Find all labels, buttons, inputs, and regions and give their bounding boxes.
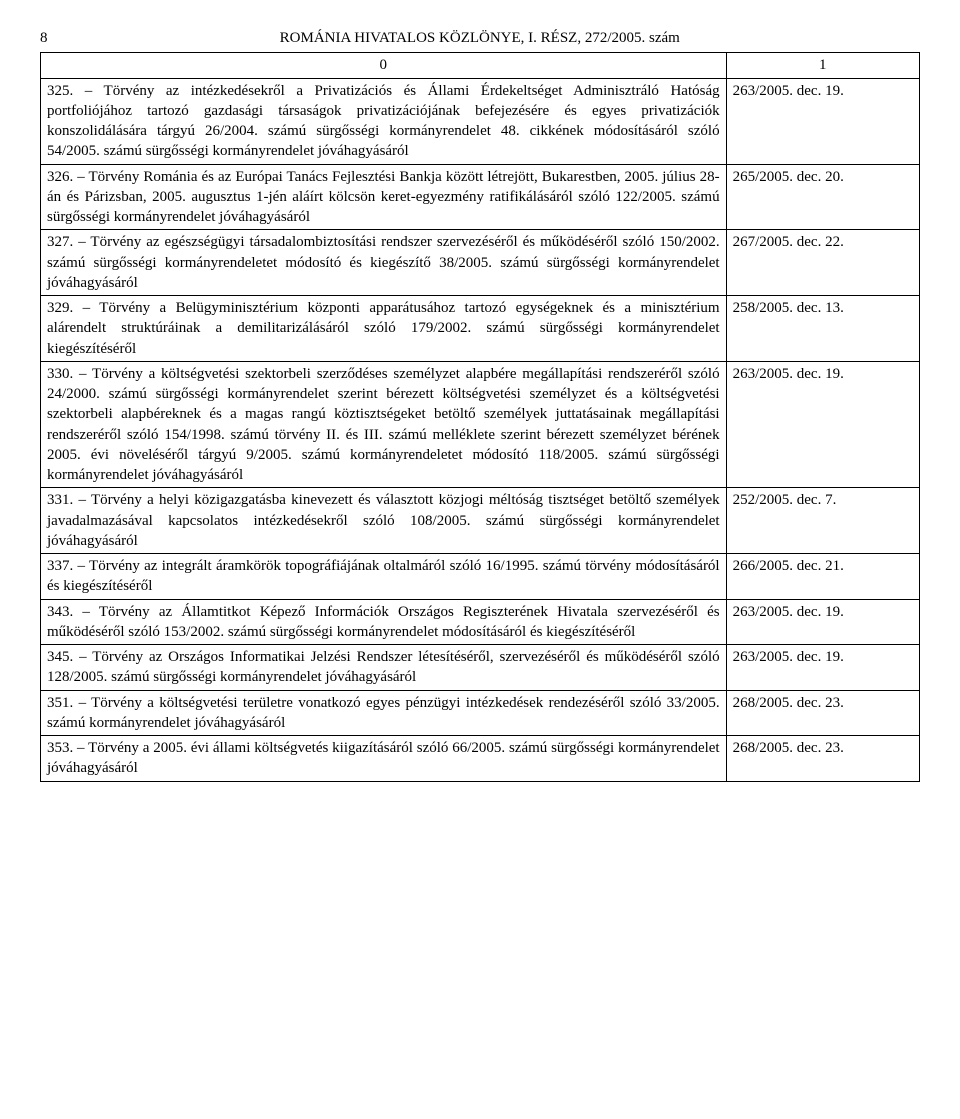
laws-table: 0 1 325. – Törvény az intézkedésekről a …	[40, 52, 920, 781]
law-reference: 258/2005. dec. 13.	[726, 296, 919, 362]
table-row: 330. – Törvény a költségvetési szektorbe…	[41, 361, 920, 488]
law-reference: 263/2005. dec. 19.	[726, 361, 919, 488]
law-reference: 263/2005. dec. 19.	[726, 645, 919, 691]
page-title: ROMÁNIA HIVATALOS KÖZLÖNYE, I. RÉSZ, 272…	[60, 28, 900, 48]
table-row: 351. – Törvény a költségvetési területre…	[41, 690, 920, 736]
table-row: 327. – Törvény az egészségügyi társadalo…	[41, 230, 920, 296]
table-row: 345. – Törvény az Országos Informatikai …	[41, 645, 920, 691]
col-header-0: 0	[41, 53, 727, 78]
page-header: 8 ROMÁNIA HIVATALOS KÖZLÖNYE, I. RÉSZ, 2…	[40, 28, 920, 48]
page-number: 8	[40, 28, 56, 48]
law-reference: 265/2005. dec. 20.	[726, 164, 919, 230]
law-description: 351. – Törvény a költségvetési területre…	[41, 690, 727, 736]
law-description: 337. – Törvény az integrált áramkörök to…	[41, 554, 727, 600]
table-row: 353. – Törvény a 2005. évi állami költsé…	[41, 736, 920, 782]
law-description: 343. – Törvény az Államtitkot Képező Inf…	[41, 599, 727, 645]
table-row: 329. – Törvény a Belügyminisztérium közp…	[41, 296, 920, 362]
law-reference: 268/2005. dec. 23.	[726, 736, 919, 782]
table-row: 337. – Törvény az integrált áramkörök to…	[41, 554, 920, 600]
table-row: 326. – Törvény Románia és az Európai Tan…	[41, 164, 920, 230]
law-description: 345. – Törvény az Országos Informatikai …	[41, 645, 727, 691]
law-reference: 263/2005. dec. 19.	[726, 78, 919, 164]
law-description: 326. – Törvény Románia és az Európai Tan…	[41, 164, 727, 230]
law-description: 353. – Törvény a 2005. évi állami költsé…	[41, 736, 727, 782]
table-row: 331. – Törvény a helyi közigazgatásba ki…	[41, 488, 920, 554]
law-description: 327. – Törvény az egészségügyi társadalo…	[41, 230, 727, 296]
law-description: 331. – Törvény a helyi közigazgatásba ki…	[41, 488, 727, 554]
table-row: 343. – Törvény az Államtitkot Képező Inf…	[41, 599, 920, 645]
law-reference: 268/2005. dec. 23.	[726, 690, 919, 736]
law-description: 325. – Törvény az intézkedésekről a Priv…	[41, 78, 727, 164]
law-description: 330. – Törvény a költségvetési szektorbe…	[41, 361, 727, 488]
law-reference: 252/2005. dec. 7.	[726, 488, 919, 554]
law-reference: 263/2005. dec. 19.	[726, 599, 919, 645]
table-header-row: 0 1	[41, 53, 920, 78]
col-header-1: 1	[726, 53, 919, 78]
law-description: 329. – Törvény a Belügyminisztérium közp…	[41, 296, 727, 362]
law-reference: 267/2005. dec. 22.	[726, 230, 919, 296]
table-row: 325. – Törvény az intézkedésekről a Priv…	[41, 78, 920, 164]
law-reference: 266/2005. dec. 21.	[726, 554, 919, 600]
